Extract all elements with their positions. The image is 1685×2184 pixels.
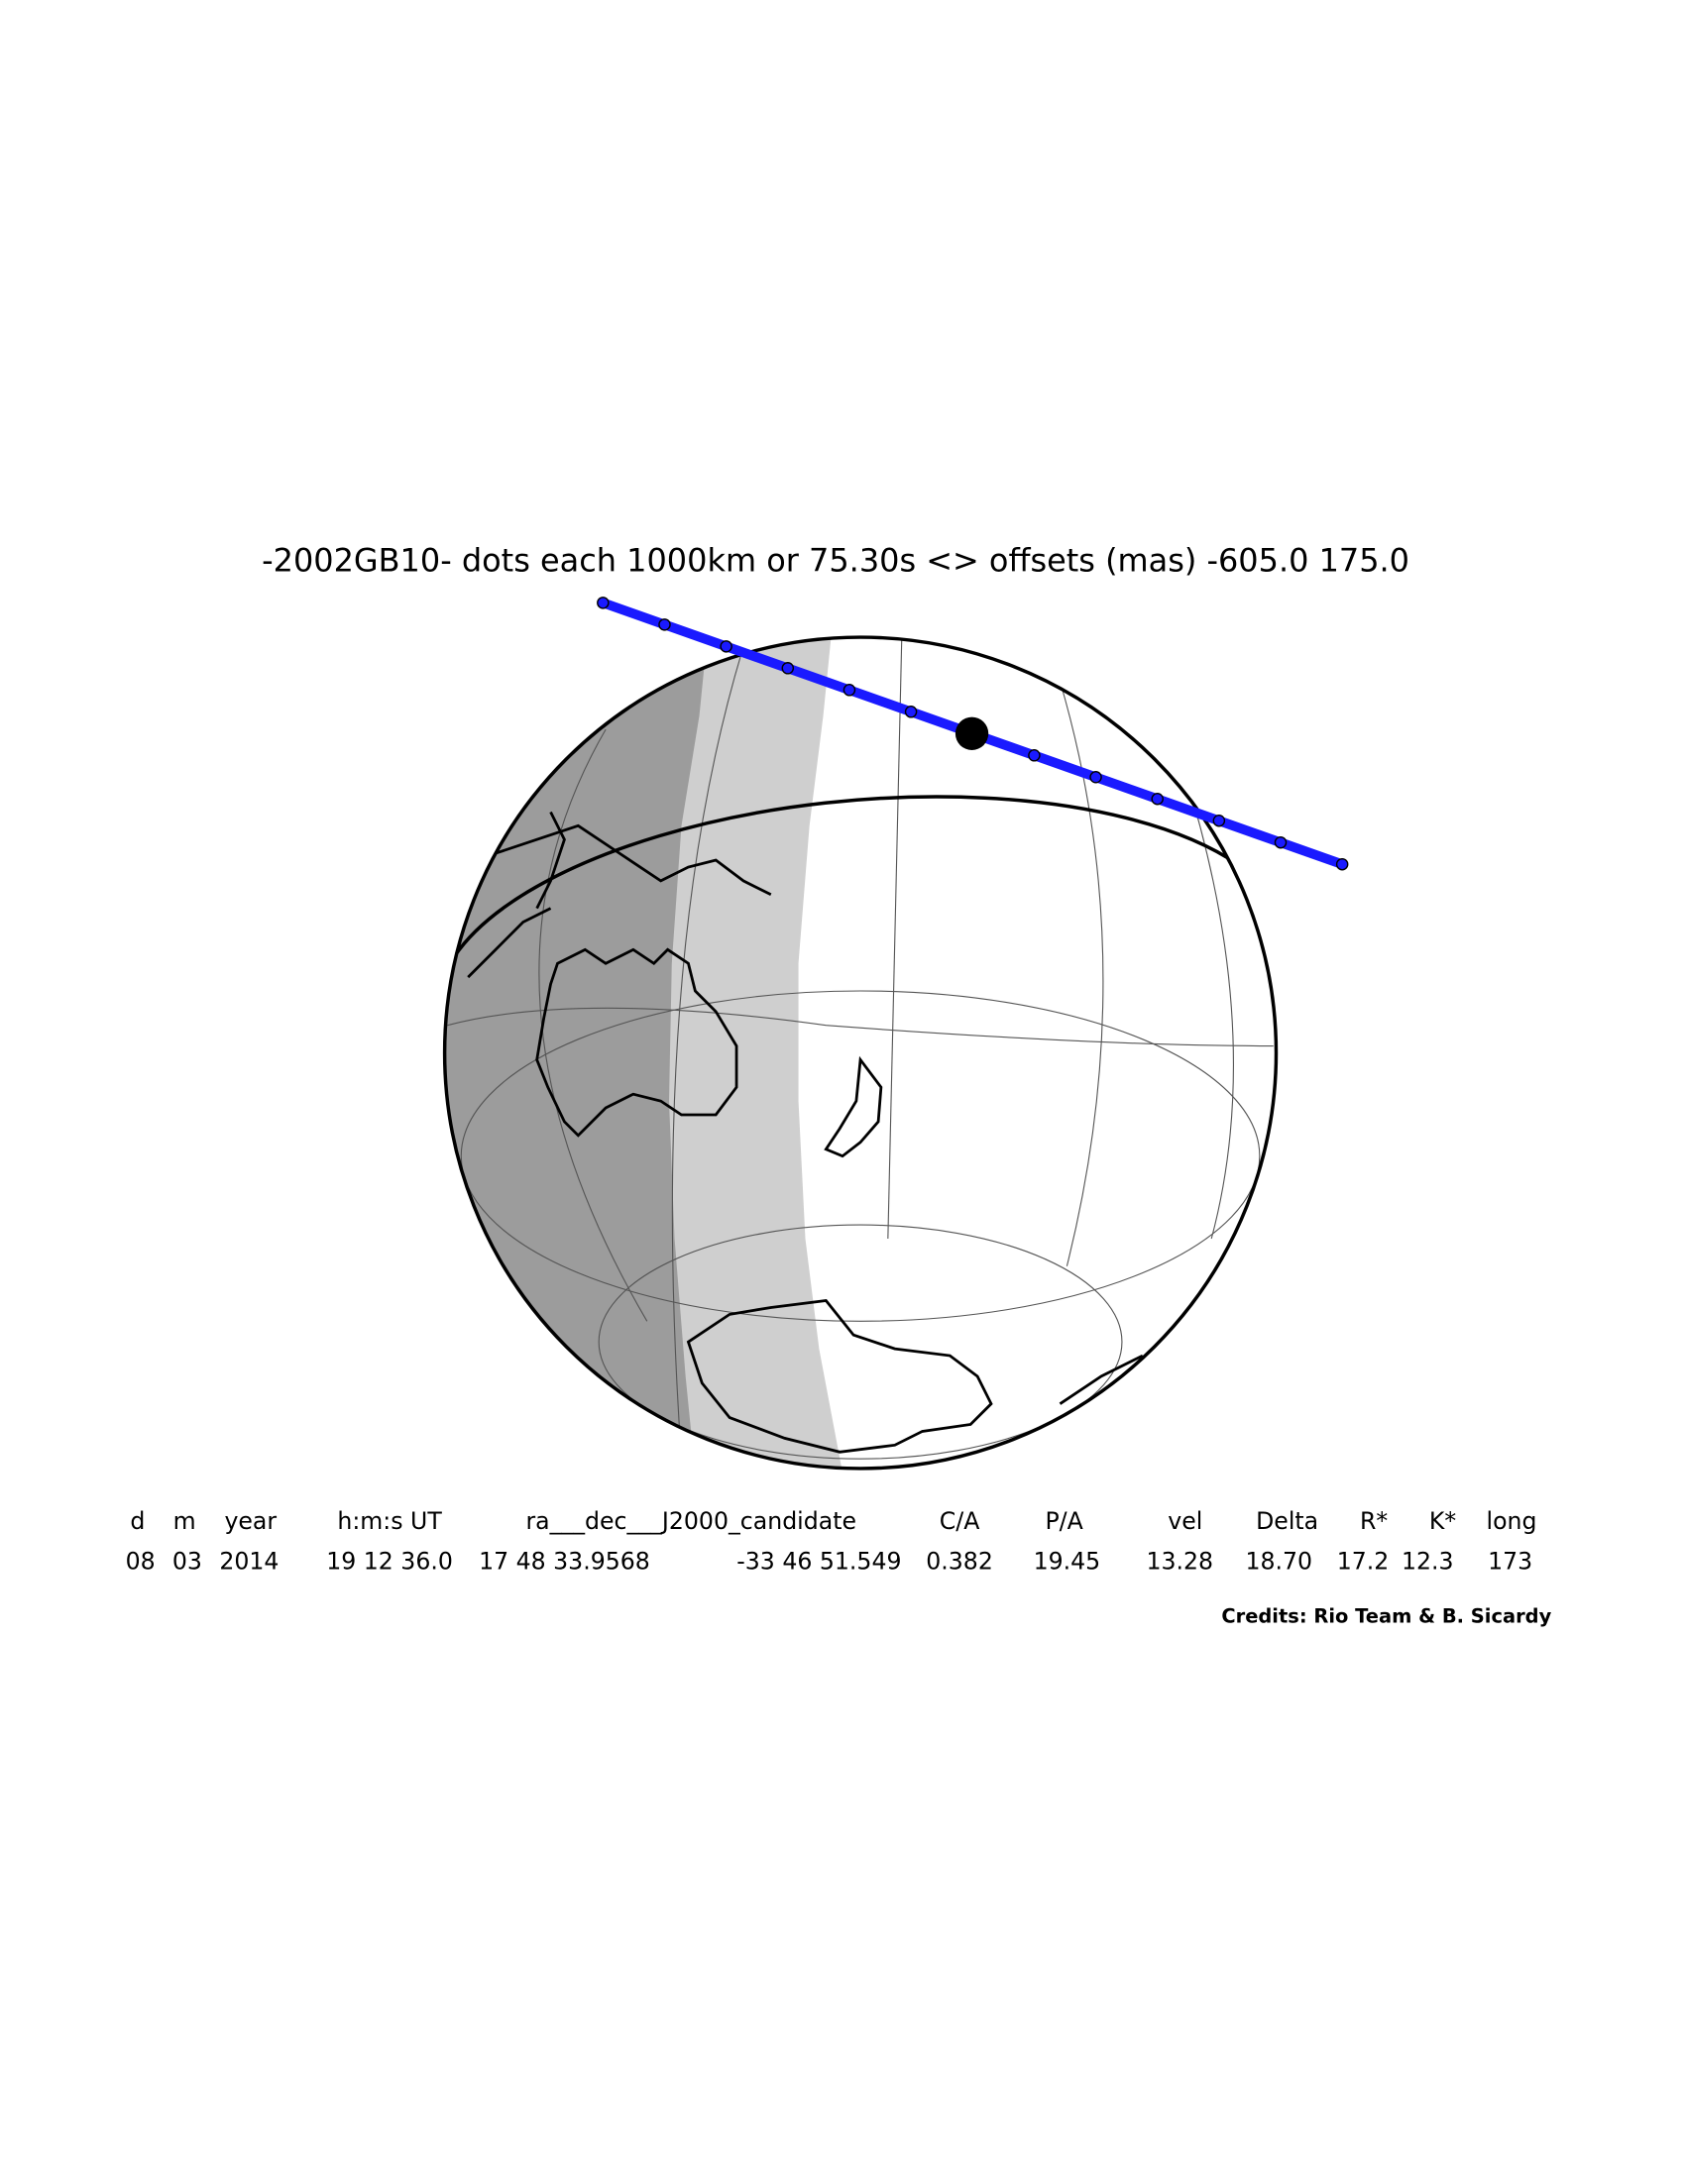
header-cell: long <box>1487 1507 1537 1535</box>
track-dots <box>597 597 1349 871</box>
latitude-line <box>447 1007 1274 1047</box>
antarctica <box>686 1299 993 1454</box>
header-cell: ra___dec___J2000_candidate <box>525 1507 856 1535</box>
new-zealand <box>824 1055 883 1158</box>
value-cell: 03 <box>172 1547 202 1575</box>
value-cell: 17 48 33.9568 <box>479 1547 650 1575</box>
value-cell: 12.3 <box>1402 1547 1454 1575</box>
header-cell: d <box>130 1507 145 1535</box>
latitude-line <box>460 990 1261 1322</box>
value-cell: 17.2 <box>1337 1547 1390 1575</box>
value-cell: 19.45 <box>1034 1547 1101 1575</box>
header-cell: C/A <box>940 1507 980 1535</box>
meridian <box>671 646 744 1460</box>
value-cell: 0.382 <box>926 1547 993 1575</box>
graticule <box>447 639 1274 1460</box>
meridian <box>1182 770 1234 1240</box>
table-header: d m year h:m:s UT ra___dec___J2000_candi… <box>130 1507 1536 1535</box>
meridian <box>538 728 648 1322</box>
track-dot <box>1151 793 1164 806</box>
header-cell: P/A <box>1045 1507 1082 1535</box>
track-dot <box>781 662 795 675</box>
globe-outline <box>442 635 1279 1471</box>
value-cell: 173 <box>1488 1547 1532 1575</box>
night-side <box>444 637 710 1469</box>
track-dot <box>658 618 671 631</box>
meridian <box>1059 681 1104 1266</box>
header-cell: Delta <box>1256 1507 1318 1535</box>
track-dot <box>842 684 856 697</box>
south-america <box>1059 1354 1144 1405</box>
header-cell: m <box>173 1507 196 1535</box>
header-cell: h:m:s UT <box>337 1507 442 1535</box>
track-dot <box>904 706 918 718</box>
equator <box>452 795 1277 999</box>
header-cell: year <box>224 1507 277 1535</box>
australia <box>535 947 738 1138</box>
indonesia <box>460 823 772 897</box>
shadow-track <box>597 597 1349 871</box>
philippines <box>535 811 566 910</box>
track-dot <box>1212 814 1226 827</box>
track-dot <box>1028 749 1041 762</box>
track-dot <box>597 597 610 609</box>
islands <box>467 907 552 979</box>
value-cell: 13.28 <box>1146 1547 1213 1575</box>
value-cell: 18.70 <box>1245 1547 1312 1575</box>
table-values: 08 03 2014 19 12 36.0 17 48 33.9568 -33 … <box>126 1547 1533 1575</box>
meridian <box>887 639 903 1240</box>
credits: Credits: Rio Team & B. Sicardy <box>1221 1604 1551 1627</box>
value-cell: 2014 <box>219 1547 279 1575</box>
latitude-line <box>598 1224 1123 1460</box>
coastlines <box>460 811 1144 1454</box>
track-dot <box>1274 835 1288 849</box>
track-dot <box>720 640 732 653</box>
track-dot <box>1089 771 1102 784</box>
track-dot <box>1335 857 1349 871</box>
value-cell: 08 <box>126 1547 156 1575</box>
globe <box>444 637 1277 1469</box>
closest-approach <box>955 716 989 750</box>
header-cell: K* <box>1429 1507 1456 1535</box>
map-title: -2002GB10- dots each 1000km or 75.30s <>… <box>262 541 1409 579</box>
header-cell: R* <box>1360 1507 1388 1535</box>
value-cell: 19 12 36.0 <box>326 1547 453 1575</box>
value-cell: -33 46 51.549 <box>736 1547 901 1575</box>
header-cell: vel <box>1168 1507 1202 1535</box>
